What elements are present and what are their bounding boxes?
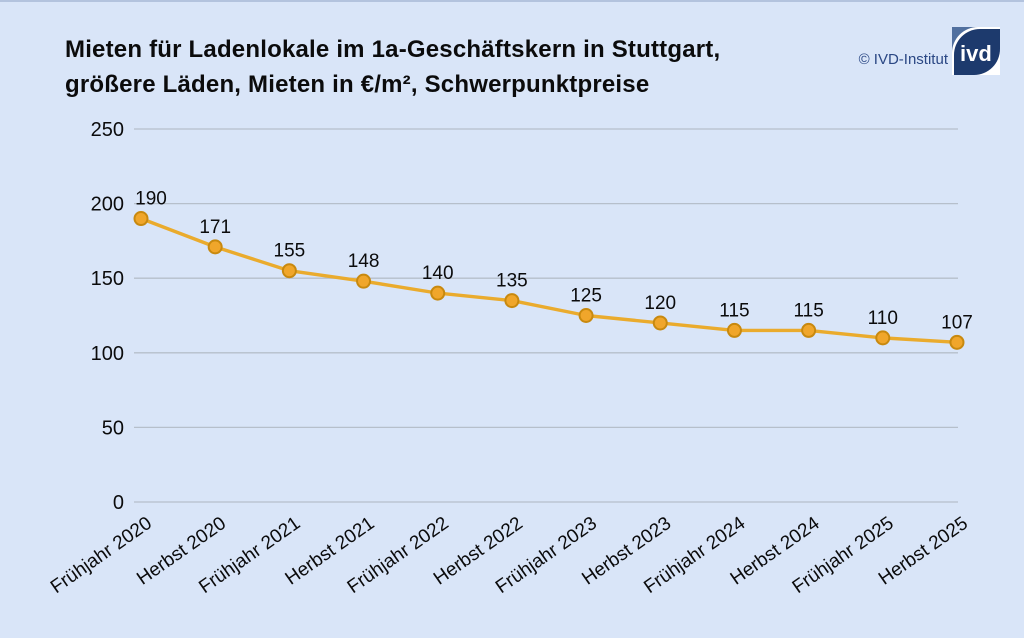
x-tick-label: Frühjahr 2020 (47, 513, 156, 598)
data-point-label: 155 (274, 241, 306, 262)
data-point-label: 107 (941, 312, 973, 333)
y-tick-label: 250 (91, 119, 124, 141)
data-point-label: 171 (199, 217, 231, 238)
data-point-label: 140 (422, 263, 454, 284)
data-point-marker (281, 263, 297, 279)
chart-title: Mieten für Ladenlokale im 1a-Geschäftske… (65, 32, 720, 102)
data-point-label: 115 (719, 300, 749, 321)
ivd-logo: ivd (952, 27, 1000, 75)
data-point-label: 115 (793, 300, 823, 321)
series-line (139, 216, 959, 345)
data-point-label: 110 (868, 308, 898, 329)
data-point-label: 135 (496, 271, 528, 292)
chart-title-line-1: Mieten für Ladenlokale im 1a-Geschäftske… (65, 36, 721, 63)
data-point-marker (504, 293, 520, 309)
data-point-marker (133, 211, 149, 227)
data-point-marker (207, 239, 223, 255)
data-point-marker (801, 322, 817, 338)
data-point-label: 125 (570, 286, 602, 307)
chart-title-line-2: größere Läden, Mieten in €/m², Schwerpun… (65, 71, 650, 98)
data-point-label: 148 (348, 251, 380, 272)
data-point-marker (430, 285, 446, 301)
data-point-marker (578, 308, 594, 323)
logo-corner-shape (952, 27, 978, 53)
data-point-marker (652, 315, 668, 331)
data-point-marker (875, 330, 891, 346)
data-point-marker (949, 334, 965, 350)
data-point-marker (356, 273, 372, 289)
logo-text: ivd (960, 41, 992, 66)
data-point-label: 190 (135, 189, 167, 210)
y-tick-label: 100 (91, 343, 124, 365)
data-point-label: 120 (644, 293, 676, 314)
y-tick-label: 50 (102, 417, 124, 439)
y-tick-label: 0 (113, 492, 124, 514)
y-tick-label: 150 (91, 268, 124, 290)
y-tick-label: 200 (91, 194, 124, 216)
data-point-marker (726, 322, 742, 338)
copyright-label: © IVD-Institut (858, 51, 948, 68)
logo-leaf-shape (954, 29, 1000, 75)
